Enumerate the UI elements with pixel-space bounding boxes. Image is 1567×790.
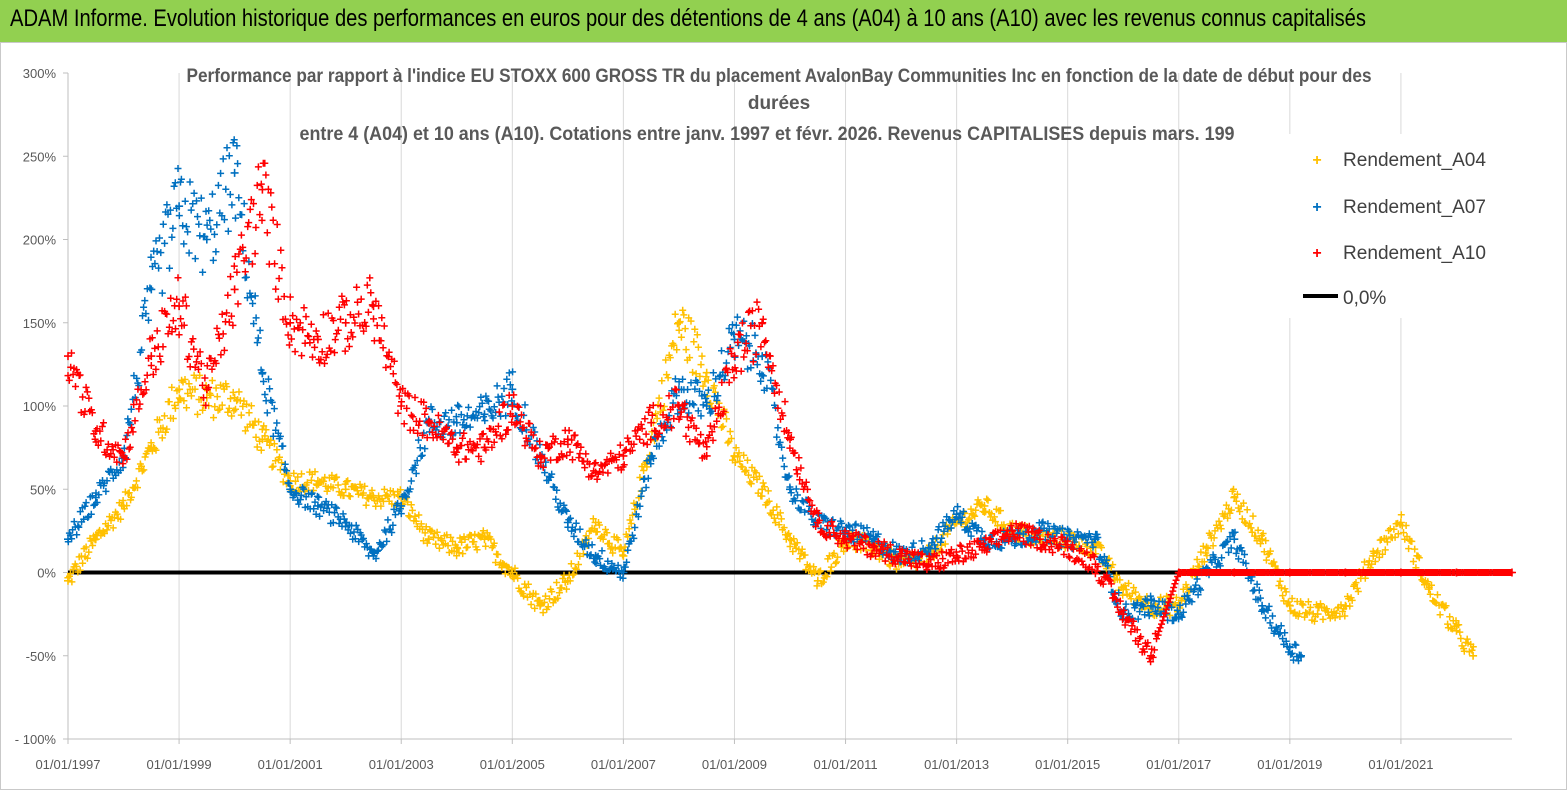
x-tick-label: 01/01/2007 [591, 757, 656, 772]
y-tick-label: 250% [23, 149, 57, 164]
chart-title-line-3: entre 4 (A04) et 10 ans (A10). Cotations… [300, 124, 1235, 145]
series-Rendement_A07 [64, 136, 1305, 665]
legend-label-a07: Rendement_A07 [1343, 197, 1486, 218]
legend-label-a10: Rendement_A10 [1343, 243, 1486, 264]
legend-label-zero: 0,0% [1343, 288, 1386, 309]
series-Rendement_A04 [64, 306, 1478, 660]
x-tick-label: 01/01/2017 [1146, 757, 1211, 772]
x-tick-label: 01/01/1999 [147, 757, 212, 772]
y-tick-label: 100% [23, 399, 57, 414]
legend-marker-a10: + [1312, 245, 1321, 262]
data-point [341, 318, 350, 327]
x-tick-label: 01/01/2001 [258, 757, 323, 772]
data-point [1035, 535, 1044, 544]
banner-title: ADAM Informe. Evolution historique des p… [10, 5, 1366, 32]
y-axis-ticks: - 100% -50% 0% 50% 100% 150% 200% 250% 300% [15, 66, 68, 747]
data-point [230, 285, 239, 294]
legend-marker-a04: + [1312, 152, 1321, 169]
y-tick-label: 300% [23, 66, 57, 81]
y-tick-label: 150% [23, 316, 57, 331]
data-point [647, 418, 656, 427]
x-tick-label: 01/01/2013 [924, 757, 989, 772]
y-tick-label: 50% [30, 482, 56, 497]
chart: - 100% -50% 0% 50% 100% 150% 200% 250% 300% 01/0… [15, 66, 1516, 772]
data-point [813, 576, 822, 585]
x-tick-label: 01/01/2003 [369, 757, 434, 772]
series-cloud-Rendement_A10 [64, 159, 1515, 666]
y-tick-label: - 100% [15, 732, 57, 747]
data-point [674, 318, 683, 327]
chart-title-line-2: durées [748, 93, 810, 114]
x-tick-label: 01/01/2005 [480, 757, 545, 772]
legend: + Rendement_A04 + Rendement_A07 + Rendem… [1282, 134, 1510, 318]
legend-label-a04: Rendement_A04 [1343, 150, 1486, 171]
data-point [508, 385, 517, 394]
y-tick-label: -50% [26, 649, 57, 664]
legend-marker-a07: + [1312, 199, 1321, 216]
data-point [619, 451, 628, 460]
data-point [202, 385, 211, 394]
x-axis-ticks: 01/01/1997 01/01/1999 01/01/2001 01/01/2003… [35, 739, 1433, 772]
x-tick-label: 01/01/2015 [1035, 757, 1100, 772]
data-point [286, 318, 295, 327]
x-tick-label: 01/01/2019 [1257, 757, 1322, 772]
x-tick-label: 01/01/2009 [702, 757, 767, 772]
data-point [1230, 535, 1239, 544]
chart-title-line-1: Performance par rapport à l'indice EU ST… [187, 66, 1372, 87]
x-tick-label: 01/01/2021 [1368, 757, 1433, 772]
x-tick-label: 01/01/1997 [35, 757, 100, 772]
x-tick-label: 01/01/2011 [813, 757, 877, 772]
title-banner: ADAM Informe. Evolution historique des p… [0, 0, 1567, 42]
series-Rendement_A10 [64, 159, 1516, 666]
y-tick-label: 0% [37, 566, 56, 581]
chart-title: Performance par rapport à l'indice EU ST… [187, 66, 1372, 145]
series-layer [64, 136, 1516, 666]
legend-box [1282, 134, 1510, 318]
data-point [1469, 651, 1478, 660]
series-cloud-Rendement_A07 [64, 136, 1305, 665]
data-point [230, 168, 239, 177]
y-tick-label: 200% [23, 233, 57, 248]
data-point [674, 402, 683, 410]
